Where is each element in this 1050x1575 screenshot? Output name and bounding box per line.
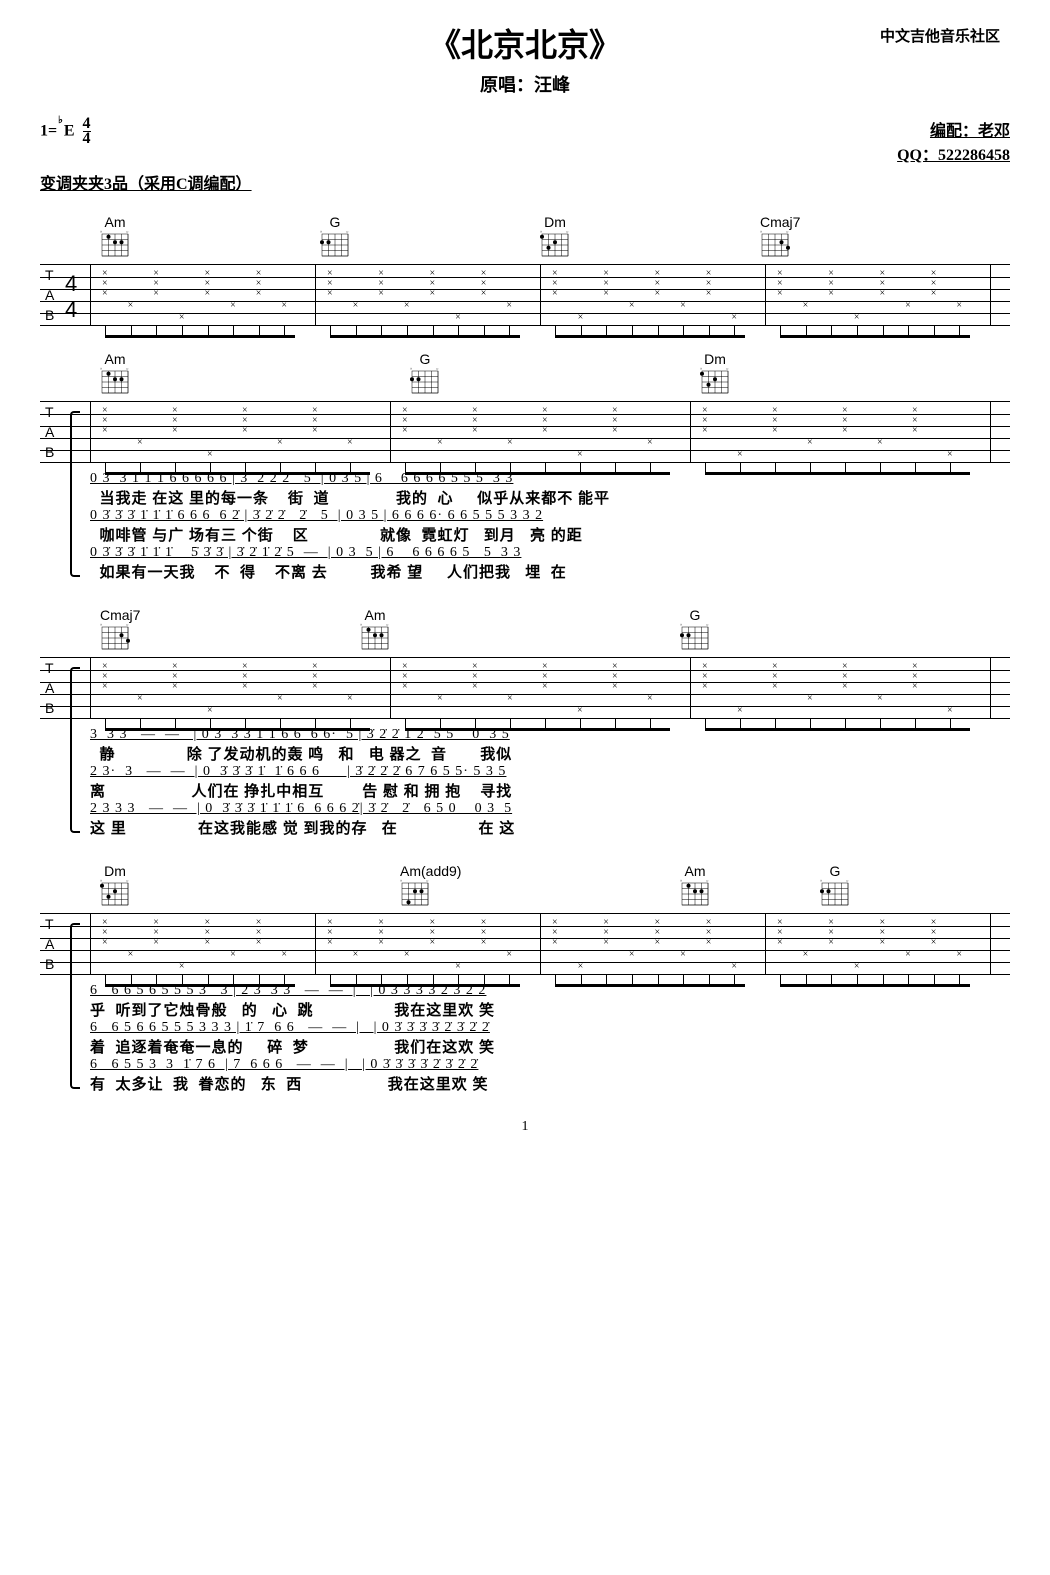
page-number: 1 — [40, 1119, 1010, 1135]
chord-diagram: ×○ — [100, 623, 130, 651]
tab-staff: TAB×××××××××××××××××××××××××××××××××××××… — [40, 657, 1010, 719]
chord-diagram: ×○ — [410, 367, 440, 395]
svg-text:×: × — [320, 230, 322, 234]
svg-text:○: ○ — [126, 879, 129, 883]
chord-diagram: ×○ — [360, 623, 390, 651]
tab-staff: TAB44×××××××××××××××××××××××××××××××××××… — [40, 264, 1010, 326]
arranger: 编配：老邓 — [897, 117, 1010, 141]
chord-label: Am — [360, 607, 390, 623]
chord-label: G — [680, 607, 710, 623]
capo-info: 变调夹夹3品（采用C调编配） — [40, 170, 1010, 194]
svg-text:○: ○ — [126, 230, 129, 234]
svg-text:×: × — [400, 879, 402, 883]
community-label: 中文吉他音乐社区 — [880, 25, 1000, 46]
chord-label: Dm — [700, 351, 730, 367]
chord-diagram: ×○ — [540, 230, 570, 258]
svg-text:×: × — [680, 623, 682, 627]
svg-text:×: × — [680, 879, 682, 883]
svg-text:×: × — [410, 367, 412, 371]
chord-label: G — [320, 214, 350, 230]
chord-diagram: ×○ — [680, 879, 710, 907]
chord-label: G — [820, 863, 850, 879]
chord-diagram: ×○ — [100, 879, 130, 907]
svg-text:○: ○ — [346, 230, 349, 234]
svg-text:×: × — [540, 230, 542, 234]
svg-text:○: ○ — [726, 367, 729, 371]
song-title: 《北京北京》 — [40, 20, 1010, 66]
lyric-line: 0 3̇ 3̇ 3̇ 1̇ 1̇ 1̇ 6 6 6 6 2̇ | 3̇ 2̇ 2… — [90, 508, 1010, 545]
chord-label: G — [410, 351, 440, 367]
svg-text:×: × — [100, 367, 102, 371]
chord-diagram: ×○ — [680, 623, 710, 651]
chord-label: Cmaj7 — [100, 607, 140, 623]
svg-text:○: ○ — [436, 367, 439, 371]
chord-diagram: ×○ — [820, 879, 850, 907]
chord-diagram: ×○ — [320, 230, 350, 258]
tab-staff: TAB×××××××××××××××××××××××××××××××××××××… — [40, 401, 1010, 463]
chord-diagram: ×○ — [100, 230, 130, 258]
song-subtitle: 原唱：汪峰 — [40, 71, 1010, 97]
svg-text:○: ○ — [786, 230, 789, 234]
svg-text:○: ○ — [706, 623, 709, 627]
svg-text:○: ○ — [126, 623, 129, 627]
tab-staff: TAB×××××××××××××××××××××××××××××××××××××… — [40, 913, 1010, 975]
chord-label: Am — [680, 863, 710, 879]
svg-text:×: × — [100, 879, 102, 883]
lyric-line: 2 3· 3 — — | 0 3̇ 3̇ 3̇ 1̇ 1̇ 6 6 6 | 3̇… — [90, 764, 1010, 801]
svg-text:×: × — [100, 230, 102, 234]
svg-text:×: × — [360, 623, 362, 627]
lyric-line: 0 3̇ 3̇ 1̇ 1̇ 1̇ 6 6 6 6 6 | 3̇ 2̇ 2̇ 2̇… — [90, 471, 1010, 508]
lyric-line: 6 6 5 6 6 5 5 5 3 3 3 | 1̇ 7 6 6 — — | |… — [90, 1020, 1010, 1057]
key-time-sig: 1=♭E 44 — [40, 117, 91, 165]
svg-text:×: × — [820, 879, 822, 883]
chord-diagram: ×○ — [100, 367, 130, 395]
chord-label: Dm — [100, 863, 130, 879]
svg-text:○: ○ — [706, 879, 709, 883]
chord-diagram: ×○ — [760, 230, 790, 258]
chord-label: Dm — [540, 214, 570, 230]
lyric-line: 3 3 3 — — | 0 3̇ 3̇ 3̇ 1̇ 1̇ 6 6 6 6· 5 … — [90, 727, 1010, 764]
chord-diagram: ×○ — [400, 879, 430, 907]
svg-text:○: ○ — [426, 879, 429, 883]
svg-text:○: ○ — [126, 367, 129, 371]
chord-label: Am — [100, 351, 130, 367]
lyric-line: 6 6 5 5 3 3 1̇ 7 6 | 7 6 6 6 — — | | 0 3… — [90, 1057, 1010, 1094]
qq-contact: QQ：522286458 — [897, 141, 1010, 165]
svg-text:×: × — [700, 367, 702, 371]
lyric-line: 0 3̇ 3̇ 3̇ 1̇ 1̇ 1̇ 5̇ 3̇ 3̇ | 3̇ 2̇ 1̇ … — [90, 545, 1010, 582]
chord-label: Am — [100, 214, 130, 230]
lyric-line: 6 6 6 5 6 5 5 5 3 3 | 2 3 3 3 — — | | 0 … — [90, 983, 1010, 1020]
chord-diagram: ×○ — [700, 367, 730, 395]
chord-label: Cmaj7 — [760, 214, 800, 230]
svg-text:○: ○ — [846, 879, 849, 883]
lyric-line: 2 3 3 3 — — | 0 3̇ 3̇ 3̇ 1̇ 1̇ 1̇ 6 6 6 … — [90, 801, 1010, 838]
chord-label: Am(add9) — [400, 863, 461, 879]
svg-text:○: ○ — [386, 623, 389, 627]
svg-text:×: × — [100, 623, 102, 627]
svg-text:○: ○ — [566, 230, 569, 234]
svg-text:×: × — [760, 230, 762, 234]
